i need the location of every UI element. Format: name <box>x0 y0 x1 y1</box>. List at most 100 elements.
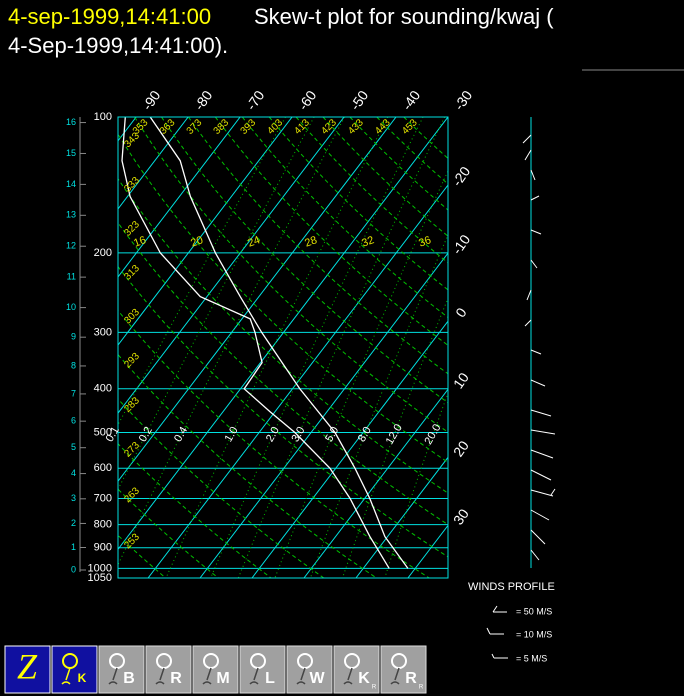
button-face <box>98 645 145 694</box>
button-label[interactable]: Z <box>17 646 38 686</box>
button-subscript[interactable]: R <box>419 685 424 691</box>
button-subscript[interactable]: R <box>372 685 377 691</box>
y-tick-label: 100 <box>94 111 112 123</box>
dry-adiabat <box>134 117 448 433</box>
toolbar-button[interactable]: KR <box>333 645 380 694</box>
title-line2: 4-Sep-1999,14:41:00). <box>8 33 228 58</box>
balloon-string <box>343 667 353 685</box>
balloon-string <box>202 667 212 685</box>
balloon-string <box>108 667 118 685</box>
mixing-ratio-line <box>309 233 448 578</box>
balloon-string <box>249 667 259 685</box>
wind-legend-item: = 10 M/S <box>516 629 552 639</box>
dry-adiabat <box>118 265 448 558</box>
mixing-ratio-line <box>274 169 448 578</box>
moist-label: 24 <box>246 234 262 249</box>
isotherm <box>147 184 448 578</box>
dry-adiabat <box>161 117 448 404</box>
dry-adiabat <box>118 133 448 464</box>
moist-label: 32 <box>360 234 376 249</box>
isotherm <box>355 456 448 578</box>
button-face <box>145 645 192 694</box>
plot-area <box>118 117 448 578</box>
dry-adiabat <box>295 117 448 264</box>
plot-frame <box>117 116 449 579</box>
isotherm <box>118 117 241 278</box>
moist-label: 28 <box>303 234 319 249</box>
sounding-trace <box>149 117 409 569</box>
toolbar-button[interactable]: RR <box>380 645 427 694</box>
balloon-string <box>155 667 165 685</box>
height-label: 11 <box>67 272 76 282</box>
height-label: 13 <box>66 210 76 220</box>
button-face <box>192 645 239 694</box>
height-label: 16 <box>66 117 76 127</box>
button-label[interactable]: K <box>358 670 370 687</box>
dry-adiabat <box>118 309 430 578</box>
height-label: 0 <box>71 564 76 574</box>
toolbar-button[interactable]: W <box>286 645 333 694</box>
title-text: Skew-t plot for sounding/kwaj ( <box>254 4 554 29</box>
wind-barbs <box>522 134 556 561</box>
height-label: 7 <box>71 388 76 398</box>
dry-adiabat <box>118 488 219 578</box>
button-label[interactable]: M <box>216 670 229 687</box>
y-tick-label: 700 <box>94 492 112 504</box>
wind-legend-symbols <box>486 605 508 659</box>
dry-adiabat <box>118 353 377 578</box>
height-label: 10 <box>66 302 76 312</box>
sounding-trace <box>121 117 390 569</box>
balloon-string <box>296 667 306 685</box>
button-label[interactable]: R <box>405 670 417 687</box>
height-label: 4 <box>71 468 76 478</box>
y-tick-label: 800 <box>94 519 112 531</box>
dry-adiabat <box>118 221 448 526</box>
button-label[interactable]: K <box>78 671 87 685</box>
balloon-string <box>61 667 71 685</box>
moist-label: 16 <box>132 234 148 249</box>
wind-legend-item: = 5 M/S <box>516 653 547 663</box>
dry-adiabat <box>118 177 448 494</box>
height-label: 2 <box>71 518 76 528</box>
button-label[interactable]: B <box>123 670 135 687</box>
y-tick-label: 300 <box>94 326 112 338</box>
toolbar-button[interactable]: B <box>98 645 145 694</box>
y-tick-label: 500 <box>94 426 112 438</box>
toolbar-button[interactable]: K <box>51 645 98 694</box>
button-label[interactable]: L <box>265 670 275 687</box>
button-face <box>51 645 98 694</box>
isotherm <box>251 320 448 578</box>
y-tick-label: 400 <box>94 383 112 395</box>
isotherm <box>118 117 293 346</box>
height-label: 5 <box>71 442 76 452</box>
wind-legend-item: = 50 M/S <box>516 606 552 616</box>
height-label: 1 <box>71 542 76 552</box>
y-tick-label: 200 <box>94 247 112 259</box>
button-label[interactable]: W <box>309 670 325 687</box>
button-face <box>333 645 380 694</box>
toolbar-button[interactable]: M <box>192 645 239 694</box>
dry-adiabat <box>241 117 448 319</box>
moist-label: 20 <box>189 234 205 249</box>
isotherm <box>118 117 397 483</box>
height-label: 14 <box>66 179 76 189</box>
button-face <box>286 645 333 694</box>
isotherm <box>303 388 448 578</box>
balloon-string <box>390 667 400 685</box>
mixing-ratio-line <box>210 117 424 578</box>
title-date: 4-sep-1999,14:41:00 <box>8 4 211 29</box>
height-label: 12 <box>66 241 76 251</box>
isotherm <box>118 117 345 414</box>
y-tick-label: 1050 <box>88 572 112 584</box>
toolbar-button[interactable]: R <box>145 645 192 694</box>
button-label[interactable]: R <box>170 670 182 687</box>
toolbar-button[interactable]: Z <box>4 645 51 694</box>
moist-label: 36 <box>417 234 433 249</box>
height-label: 3 <box>71 493 76 503</box>
toolbar-button[interactable]: L <box>239 645 286 694</box>
wind-legend-title: WINDS PROFILE <box>468 581 555 593</box>
button-face <box>4 645 51 694</box>
